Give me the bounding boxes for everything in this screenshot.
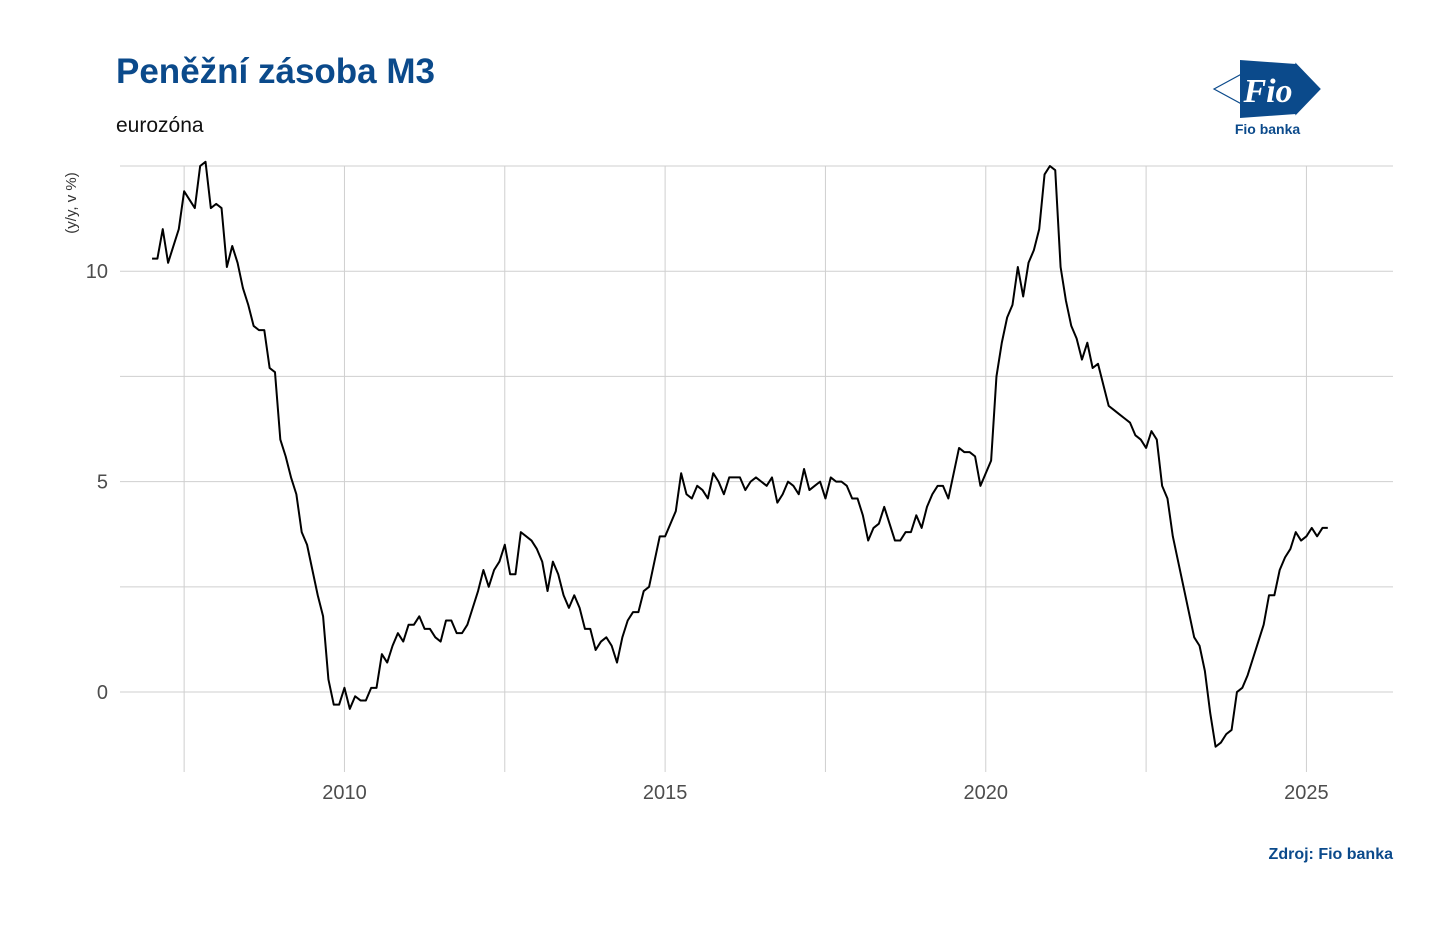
x-tick-label: 2025 (1284, 782, 1329, 804)
fio-flag-logo-icon: Fio (1212, 60, 1321, 118)
chart-subtitle: eurozóna (116, 114, 204, 137)
source-label: Zdroj: Fio banka (1268, 846, 1393, 863)
chart-title: Peněžní zásoba M3 (116, 52, 435, 91)
x-tick-label: 2015 (643, 782, 688, 804)
series-line (152, 160, 1328, 748)
logo-caption: Fio banka (1234, 121, 1301, 137)
y-tick-label: 5 (97, 472, 108, 494)
x-tick-label: 2010 (322, 782, 367, 804)
grid (120, 165, 1393, 772)
y-tick-label: 0 (97, 682, 108, 704)
y-tick-labels: 0 5 10 (86, 261, 108, 704)
logo-wordmark: Fio (1242, 73, 1292, 110)
y-axis-label: (y/y, v %) (63, 172, 80, 233)
y-tick-label: 10 (86, 261, 108, 283)
x-tick-labels: 2010 2015 2020 2025 (322, 782, 1328, 804)
x-tick-label: 2020 (964, 782, 1009, 804)
